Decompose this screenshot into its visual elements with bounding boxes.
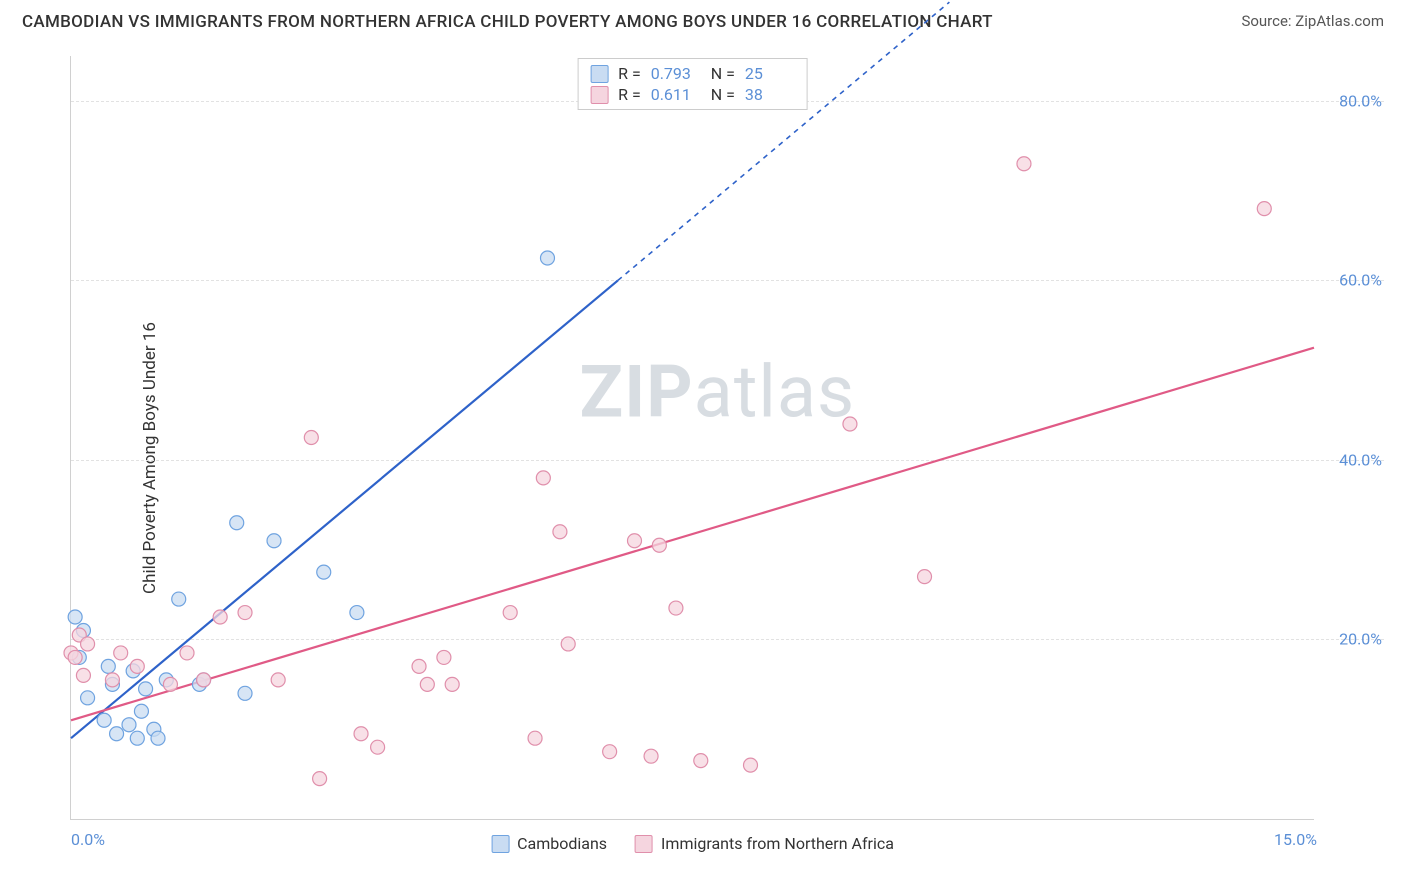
data-point bbox=[652, 538, 666, 552]
data-point bbox=[603, 745, 617, 759]
legend-item-cambodians: Cambodians bbox=[491, 834, 607, 853]
regression-line-extension bbox=[618, 2, 949, 280]
data-point bbox=[843, 417, 857, 431]
data-point bbox=[230, 516, 244, 530]
data-point bbox=[540, 251, 554, 265]
legend-row-northern-africa: R = 0.611 N = 38 bbox=[590, 84, 795, 105]
data-point bbox=[122, 718, 136, 732]
data-point bbox=[163, 677, 177, 691]
data-point bbox=[68, 610, 82, 624]
data-point bbox=[354, 727, 368, 741]
data-point bbox=[918, 570, 932, 584]
data-point bbox=[238, 686, 252, 700]
data-point bbox=[445, 677, 459, 691]
scatter-plot-svg bbox=[71, 56, 1314, 819]
data-point bbox=[97, 713, 111, 727]
plot-area: R = 0.793 N = 25 R = 0.611 N = 38 ZIPatl… bbox=[70, 56, 1314, 820]
data-point bbox=[669, 601, 683, 615]
data-point bbox=[105, 673, 119, 687]
data-point bbox=[528, 731, 542, 745]
x-tick-label: 0.0% bbox=[71, 830, 105, 849]
data-point bbox=[1257, 202, 1271, 216]
data-point bbox=[197, 673, 211, 687]
data-point bbox=[139, 682, 153, 696]
series-name-cambodians: Cambodians bbox=[517, 834, 607, 853]
r-value-northern-africa: 0.611 bbox=[651, 85, 701, 104]
legend-item-northern-africa: Immigrants from Northern Africa bbox=[635, 834, 894, 853]
r-value-cambodians: 0.793 bbox=[651, 64, 701, 83]
correlation-legend: R = 0.793 N = 25 R = 0.611 N = 38 bbox=[577, 58, 808, 110]
y-tick-label: 40.0% bbox=[1322, 450, 1382, 469]
n-value-northern-africa: 38 bbox=[745, 85, 795, 104]
data-point bbox=[130, 731, 144, 745]
x-tick-label: 15.0% bbox=[1274, 830, 1317, 849]
data-point bbox=[317, 565, 331, 579]
y-tick-label: 60.0% bbox=[1322, 271, 1382, 290]
swatch-icon bbox=[635, 835, 653, 853]
r-label: R = bbox=[618, 85, 641, 104]
n-label: N = bbox=[711, 64, 735, 83]
regression-line bbox=[71, 280, 618, 738]
data-point bbox=[134, 704, 148, 718]
data-point bbox=[644, 749, 658, 763]
data-point bbox=[420, 677, 434, 691]
data-point bbox=[313, 772, 327, 786]
data-point bbox=[536, 471, 550, 485]
data-point bbox=[503, 606, 517, 620]
data-point bbox=[151, 731, 165, 745]
chart-title: CAMBODIAN VS IMMIGRANTS FROM NORTHERN AF… bbox=[22, 12, 993, 32]
data-point bbox=[213, 610, 227, 624]
data-point bbox=[271, 673, 285, 687]
data-point bbox=[694, 754, 708, 768]
data-point bbox=[744, 758, 758, 772]
data-point bbox=[81, 637, 95, 651]
data-point bbox=[437, 650, 451, 664]
data-point bbox=[101, 659, 115, 673]
data-point bbox=[76, 668, 90, 682]
chart-container: Child Poverty Among Boys Under 16 R = 0.… bbox=[22, 46, 1384, 870]
source-attribution: Source: ZipAtlas.com bbox=[1241, 12, 1384, 30]
n-label: N = bbox=[711, 85, 735, 104]
source-prefix: Source: bbox=[1241, 12, 1295, 30]
swatch-icon bbox=[590, 65, 608, 83]
data-point bbox=[114, 646, 128, 660]
y-tick-label: 20.0% bbox=[1322, 630, 1382, 649]
r-label: R = bbox=[618, 64, 641, 83]
data-point bbox=[180, 646, 194, 660]
data-point bbox=[238, 606, 252, 620]
y-tick-label: 80.0% bbox=[1322, 91, 1382, 110]
data-point bbox=[68, 650, 82, 664]
legend-row-cambodians: R = 0.793 N = 25 bbox=[590, 63, 795, 84]
data-point bbox=[371, 740, 385, 754]
data-point bbox=[350, 606, 364, 620]
data-point bbox=[412, 659, 426, 673]
swatch-icon bbox=[590, 86, 608, 104]
data-point bbox=[81, 691, 95, 705]
data-point bbox=[561, 637, 575, 651]
data-point bbox=[130, 659, 144, 673]
data-point bbox=[267, 534, 281, 548]
source-name: ZipAtlas.com bbox=[1295, 12, 1384, 30]
n-value-cambodians: 25 bbox=[745, 64, 795, 83]
series-legend: Cambodians Immigrants from Northern Afri… bbox=[491, 834, 894, 853]
data-point bbox=[553, 525, 567, 539]
data-point bbox=[1017, 157, 1031, 171]
data-point bbox=[110, 727, 124, 741]
data-point bbox=[172, 592, 186, 606]
regression-line bbox=[71, 348, 1314, 721]
swatch-icon bbox=[491, 835, 509, 853]
series-name-northern-africa: Immigrants from Northern Africa bbox=[661, 834, 894, 853]
data-point bbox=[304, 431, 318, 445]
data-point bbox=[627, 534, 641, 548]
